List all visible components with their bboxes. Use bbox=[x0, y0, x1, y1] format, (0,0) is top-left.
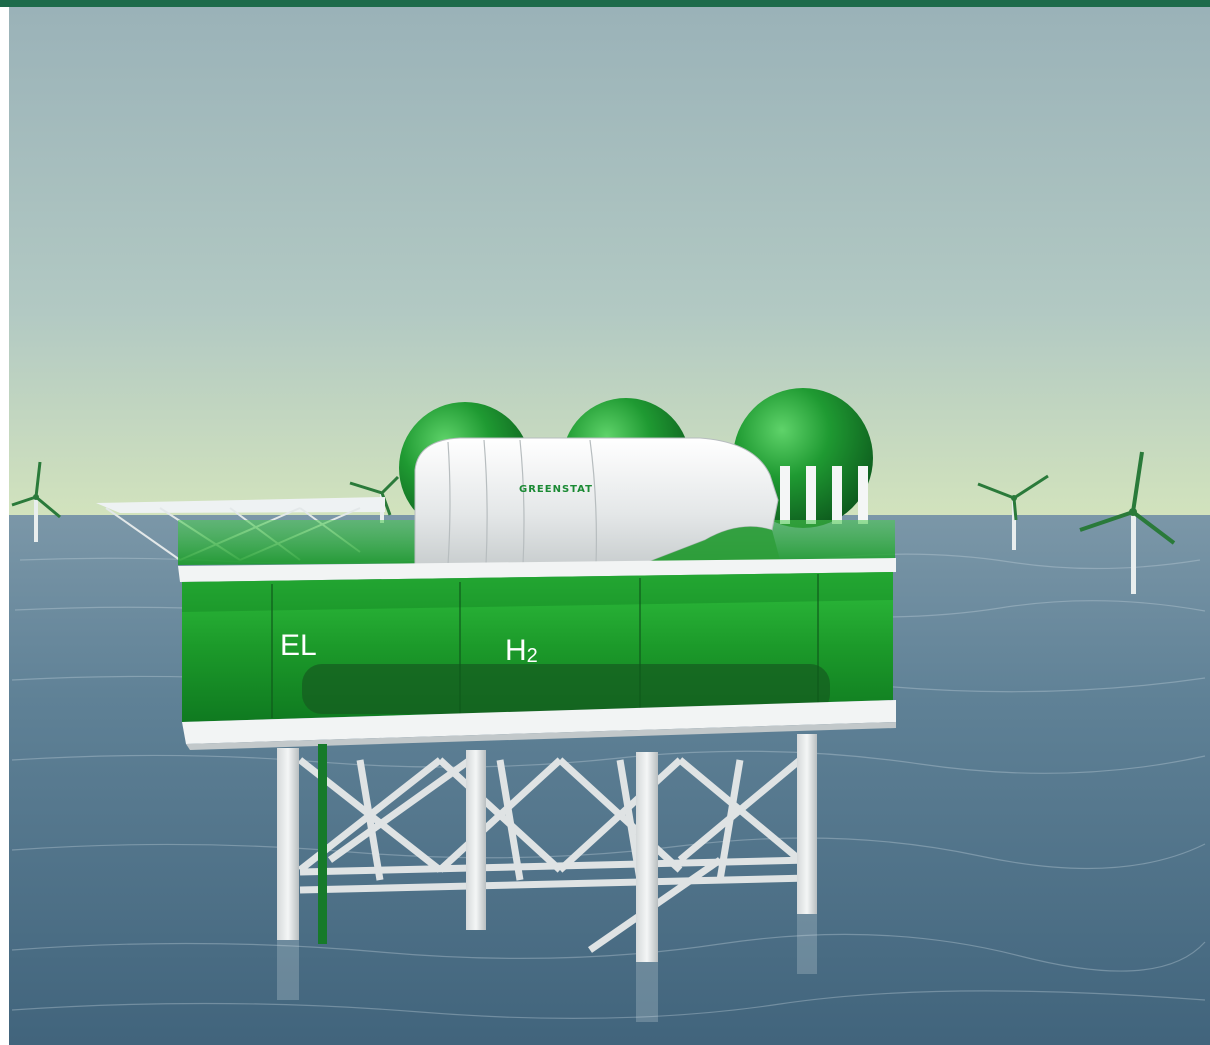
label-el: EL bbox=[280, 629, 317, 662]
green-riser-pipe bbox=[318, 744, 327, 944]
pod-brand-label: GREENSTAT bbox=[519, 484, 593, 495]
label-h2: H2 bbox=[505, 634, 538, 667]
top-accent-bar bbox=[0, 0, 1210, 7]
lower-deck-slab bbox=[182, 700, 896, 744]
wind-turbine-left bbox=[11, 461, 61, 542]
left-frame-strip bbox=[0, 7, 9, 1045]
label-h2-main: H bbox=[505, 634, 527, 667]
vent-pillars bbox=[780, 466, 868, 524]
process-module-pod: GREENSTAT bbox=[414, 437, 780, 566]
wind-turbine-far-right bbox=[1079, 451, 1176, 594]
electrolyser-equipment bbox=[302, 664, 830, 714]
upper-deck-slab bbox=[178, 558, 896, 582]
interior-shade bbox=[182, 572, 893, 612]
leg-reflections bbox=[277, 914, 817, 1022]
jacket-substructure bbox=[277, 734, 817, 962]
wind-turbine-right bbox=[977, 474, 1049, 550]
label-h2-sub: 2 bbox=[527, 645, 538, 667]
